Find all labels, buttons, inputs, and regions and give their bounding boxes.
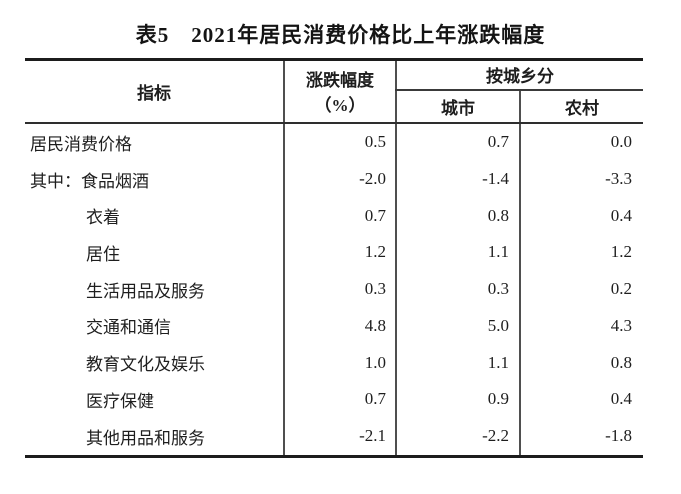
row-urban-value: 0.8 — [395, 197, 520, 235]
row-urban-value: 0.9 — [395, 380, 520, 418]
header-rural: 农村 — [519, 89, 643, 124]
row-change-value: 1.2 — [283, 234, 396, 271]
row-label: 教育文化及娱乐 — [86, 355, 205, 375]
header-by-region: 按城乡分 — [395, 59, 643, 91]
table-row: 医疗保健 0.7 0.9 0.4 — [25, 380, 643, 418]
table-row: 教育文化及娱乐 1.0 1.1 0.8 — [25, 344, 643, 381]
row-rural-value: 4.3 — [519, 307, 643, 345]
row-rural-value: 0.8 — [519, 344, 643, 381]
row-urban-value: 5.0 — [395, 307, 520, 345]
row-label: 衣着 — [86, 208, 120, 228]
table-header: 指标 涨跌幅度 （%） 按城乡分 城市 农村 — [25, 59, 643, 124]
row-urban-value: -2.2 — [395, 417, 520, 457]
header-indicator: 指标 — [25, 59, 284, 124]
row-label: 医疗保健 — [86, 391, 154, 411]
table-row: 生活用品及服务 0.3 0.3 0.2 — [25, 270, 643, 308]
row-urban-value: -1.4 — [395, 160, 520, 198]
table-row: 居住 1.2 1.1 1.2 — [25, 234, 643, 271]
row-change-value: 0.3 — [283, 270, 396, 308]
table-row: 其他用品和服务 -2.1 -2.2 -1.8 — [25, 417, 643, 457]
row-label: 其他用品和服务 — [86, 428, 205, 448]
table-row: 其中：食品烟酒 -2.0 -1.4 -3.3 — [25, 160, 643, 198]
row-rural-value: 0.0 — [519, 122, 643, 161]
row-label: 交通和通信 — [86, 318, 171, 338]
table-title: 表5 2021年居民消费价格比上年涨跌幅度 — [135, 23, 546, 47]
header-change-line2: （%） — [314, 96, 366, 116]
table-row: 衣着 0.7 0.8 0.4 — [25, 197, 643, 235]
row-label: 其中：食品烟酒 — [30, 171, 149, 191]
row-urban-value: 0.7 — [395, 122, 520, 161]
row-label: 生活用品及服务 — [86, 281, 205, 301]
row-rural-value: -3.3 — [519, 160, 643, 198]
row-rural-value: -1.8 — [519, 417, 643, 457]
row-rural-value: 1.2 — [519, 234, 643, 271]
row-change-value: -2.1 — [283, 417, 396, 457]
table-row: 居民消费价格 0.5 0.7 0.0 — [25, 122, 643, 161]
row-rural-value: 0.4 — [519, 197, 643, 235]
price-change-table: 指标 涨跌幅度 （%） 按城乡分 城市 农村 居民消费价格 0.5 0.7 0.… — [25, 58, 643, 458]
header-urban: 城市 — [395, 89, 520, 124]
row-label: 居民消费价格 — [30, 134, 132, 154]
header-change-line1: 涨跌幅度 — [306, 71, 374, 91]
row-rural-value: 0.4 — [519, 380, 643, 418]
row-urban-value: 1.1 — [395, 234, 520, 271]
row-change-value: 0.5 — [283, 122, 396, 161]
row-label: 居住 — [86, 244, 120, 264]
table-body: 居民消费价格 0.5 0.7 0.0 其中：食品烟酒 -2.0 -1.4 -3.… — [25, 122, 643, 457]
row-change-value: 0.7 — [283, 197, 396, 235]
header-change-pct: 涨跌幅度 （%） — [283, 59, 396, 124]
row-change-value: 1.0 — [283, 344, 396, 381]
row-urban-value: 1.1 — [395, 344, 520, 381]
row-change-value: -2.0 — [283, 160, 396, 198]
row-change-value: 4.8 — [283, 307, 396, 345]
row-rural-value: 0.2 — [519, 270, 643, 308]
table-row: 交通和通信 4.8 5.0 4.3 — [25, 307, 643, 345]
row-change-value: 0.7 — [283, 380, 396, 418]
row-urban-value: 0.3 — [395, 270, 520, 308]
